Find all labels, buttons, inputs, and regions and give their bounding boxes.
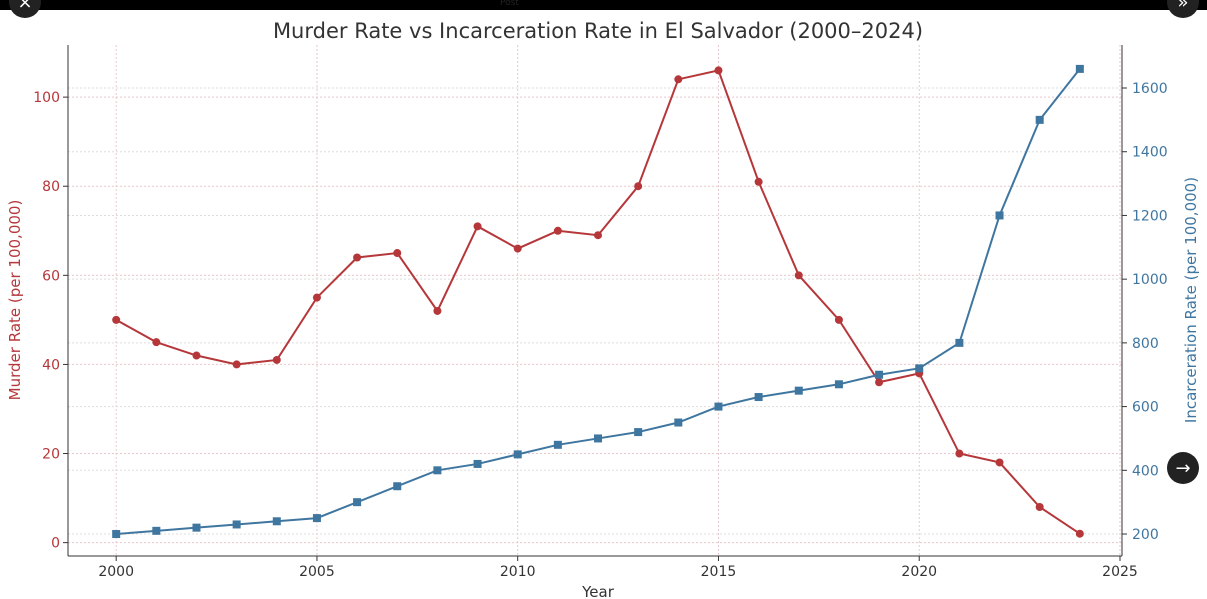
y-left-tick-label: 40	[42, 357, 60, 373]
murder-rate-point	[714, 66, 723, 75]
y-axis-left-label: Murder Rate (per 100,000)	[6, 200, 24, 401]
post-label: Post	[500, 0, 519, 8]
murder-rate-point	[272, 355, 281, 364]
murder-rate-point	[513, 244, 522, 253]
murder-rate-line	[115, 69, 1081, 535]
incarceration-rate-point	[433, 466, 442, 475]
y-axis-right-label: Incarceration Rate (per 100,000)	[1182, 177, 1200, 423]
murder-rate-point	[232, 360, 241, 369]
incarceration-rate-point	[152, 526, 161, 535]
y-right-tick-label: 800	[1132, 336, 1159, 352]
incarceration-rate-point	[192, 523, 201, 532]
viewer-top-bar: Post	[0, 0, 1207, 10]
y-right-tick-label: 600	[1132, 400, 1159, 416]
incarceration-rate-point	[393, 482, 402, 491]
murder-rate-point	[553, 226, 562, 235]
murder-rate-point	[353, 253, 362, 262]
murder-rate-point	[834, 315, 843, 324]
incarceration-rate-point	[834, 380, 843, 389]
murder-rate-point	[995, 458, 1004, 467]
incarceration-rate-point	[634, 428, 643, 437]
x-tick-label: 2015	[701, 564, 737, 580]
x-tick-label: 2005	[299, 564, 335, 580]
murder-rate-point	[955, 449, 964, 458]
murder-rate-point	[594, 231, 603, 240]
murder-rate-point	[1075, 529, 1084, 538]
y-right-tick-label: 400	[1132, 463, 1159, 479]
murder-rate-point	[634, 182, 643, 191]
incarceration-rate-point	[1035, 115, 1044, 124]
incarceration-rate-point	[112, 530, 121, 539]
incarceration-rate-point	[513, 450, 522, 459]
y-right-tick-label: 1200	[1132, 208, 1168, 224]
y-left-tick-label: 20	[42, 447, 60, 463]
incarceration-rate-line	[116, 68, 1081, 536]
murder-rate-point	[312, 293, 321, 302]
x-axis-label: Year	[581, 583, 615, 599]
incarceration-rate-point	[272, 517, 281, 526]
incarceration-rate-point	[995, 211, 1004, 220]
chart-title: Murder Rate vs Incarceration Rate in El …	[273, 19, 923, 43]
incarceration-rate-point	[955, 338, 964, 347]
murder-rate-point	[875, 378, 884, 387]
murder-rate-point	[433, 306, 442, 315]
y-left-tick-label: 60	[42, 268, 60, 284]
y-right-tick-label: 1400	[1132, 145, 1168, 161]
incarceration-rate-point	[875, 370, 884, 379]
incarceration-rate-point	[754, 393, 763, 402]
incarceration-rate-point	[232, 520, 241, 529]
murder-rate-point	[754, 177, 763, 186]
incarceration-rate-point	[473, 459, 482, 468]
murder-rate-point	[393, 249, 402, 258]
murder-rate-point	[473, 222, 482, 231]
y-left-tick-label: 80	[42, 179, 60, 195]
incarceration-rate-point	[594, 434, 603, 443]
murder-rate-point	[192, 351, 201, 360]
y-left-tick-label: 0	[51, 536, 60, 552]
murder-rate-point	[674, 75, 683, 84]
y-right-tick-label: 200	[1132, 527, 1159, 543]
incarceration-rate-point	[915, 364, 924, 373]
expand-icon[interactable]: »	[1167, 0, 1199, 18]
y-left-tick-label: 100	[33, 90, 60, 106]
incarceration-rate-point	[674, 418, 683, 427]
x-tick-label: 2025	[1102, 564, 1138, 580]
x-tick-label: 2020	[901, 564, 937, 580]
incarceration-rate-point	[312, 514, 321, 523]
incarceration-rate-point	[1075, 64, 1084, 73]
murder-rate-point	[152, 338, 161, 347]
murder-rate-point	[1035, 502, 1044, 511]
x-tick-label: 2010	[500, 564, 536, 580]
incarceration-rate-point	[553, 440, 562, 449]
y-right-tick-label: 1000	[1132, 272, 1168, 288]
y-right-tick-label: 1600	[1132, 81, 1168, 97]
incarceration-rate-point	[353, 498, 362, 507]
incarceration-rate-point	[714, 402, 723, 411]
x-tick-label: 2000	[98, 564, 134, 580]
close-icon[interactable]: ×	[9, 0, 41, 18]
next-arrow-icon[interactable]: →	[1167, 452, 1199, 484]
murder-rate-point	[794, 271, 803, 280]
murder-rate-point	[112, 315, 121, 324]
incarceration-rate-point	[794, 386, 803, 395]
